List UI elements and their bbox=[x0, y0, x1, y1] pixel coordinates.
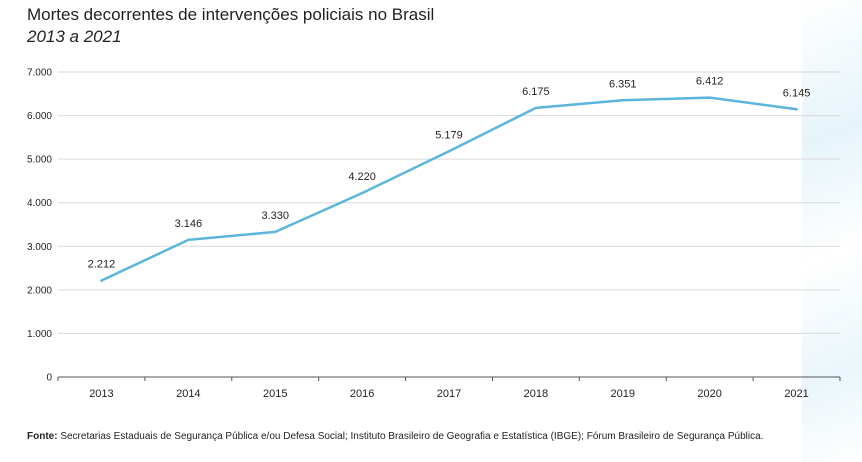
data-point bbox=[621, 99, 624, 102]
data-label: 6.351 bbox=[609, 78, 637, 90]
x-tick-label: 2013 bbox=[89, 388, 113, 400]
source-label: Fonte: bbox=[27, 431, 58, 442]
data-point bbox=[274, 230, 277, 234]
series-line bbox=[100, 96, 798, 282]
data-point bbox=[100, 279, 103, 282]
x-tick-label: 2018 bbox=[524, 388, 548, 400]
y-tick-label: 7.000 bbox=[27, 68, 52, 79]
y-tick-label: 2.000 bbox=[27, 285, 52, 296]
y-tick-label: 1.000 bbox=[27, 329, 52, 340]
data-point bbox=[708, 96, 711, 99]
source-note: Fonte: Secretarias Estaduais de Seguranç… bbox=[27, 431, 763, 442]
data-point bbox=[534, 106, 538, 110]
data-point bbox=[795, 108, 798, 111]
y-tick-label: 5.000 bbox=[27, 155, 52, 166]
decorative-background bbox=[802, 0, 862, 462]
source-text: Secretarias Estaduais de Segurança Públi… bbox=[57, 431, 764, 442]
y-tick-label: 4.000 bbox=[27, 198, 52, 209]
data-label: 6.145 bbox=[783, 87, 811, 99]
data-label: 6.175 bbox=[522, 86, 550, 98]
data-point bbox=[360, 191, 364, 195]
x-tick-label: 2021 bbox=[784, 388, 808, 400]
data-label: 2.212 bbox=[88, 259, 116, 271]
x-tick-label: 2019 bbox=[611, 388, 635, 400]
data-point bbox=[447, 150, 451, 153]
x-tick-label: 2014 bbox=[176, 388, 200, 400]
chart-subtitle: 2013 a 2021 bbox=[27, 27, 122, 46]
x-tick-label: 2015 bbox=[263, 388, 287, 400]
y-tick-label: 3.000 bbox=[27, 242, 52, 253]
data-label: 5.179 bbox=[435, 129, 463, 141]
data-label: 3.146 bbox=[175, 218, 203, 230]
x-tick-label: 2016 bbox=[350, 388, 374, 400]
data-label: 6.412 bbox=[696, 76, 724, 88]
x-tick-label: 2020 bbox=[697, 388, 721, 400]
y-tick-label: 6.000 bbox=[27, 111, 52, 122]
data-label: 4.220 bbox=[348, 171, 376, 183]
data-point bbox=[187, 238, 190, 242]
chart-title: Mortes decorrentes de intervenções polic… bbox=[27, 5, 435, 24]
y-tick-label: 0 bbox=[46, 373, 52, 384]
data-label: 3.330 bbox=[261, 210, 289, 222]
x-tick-label: 2017 bbox=[437, 388, 461, 400]
